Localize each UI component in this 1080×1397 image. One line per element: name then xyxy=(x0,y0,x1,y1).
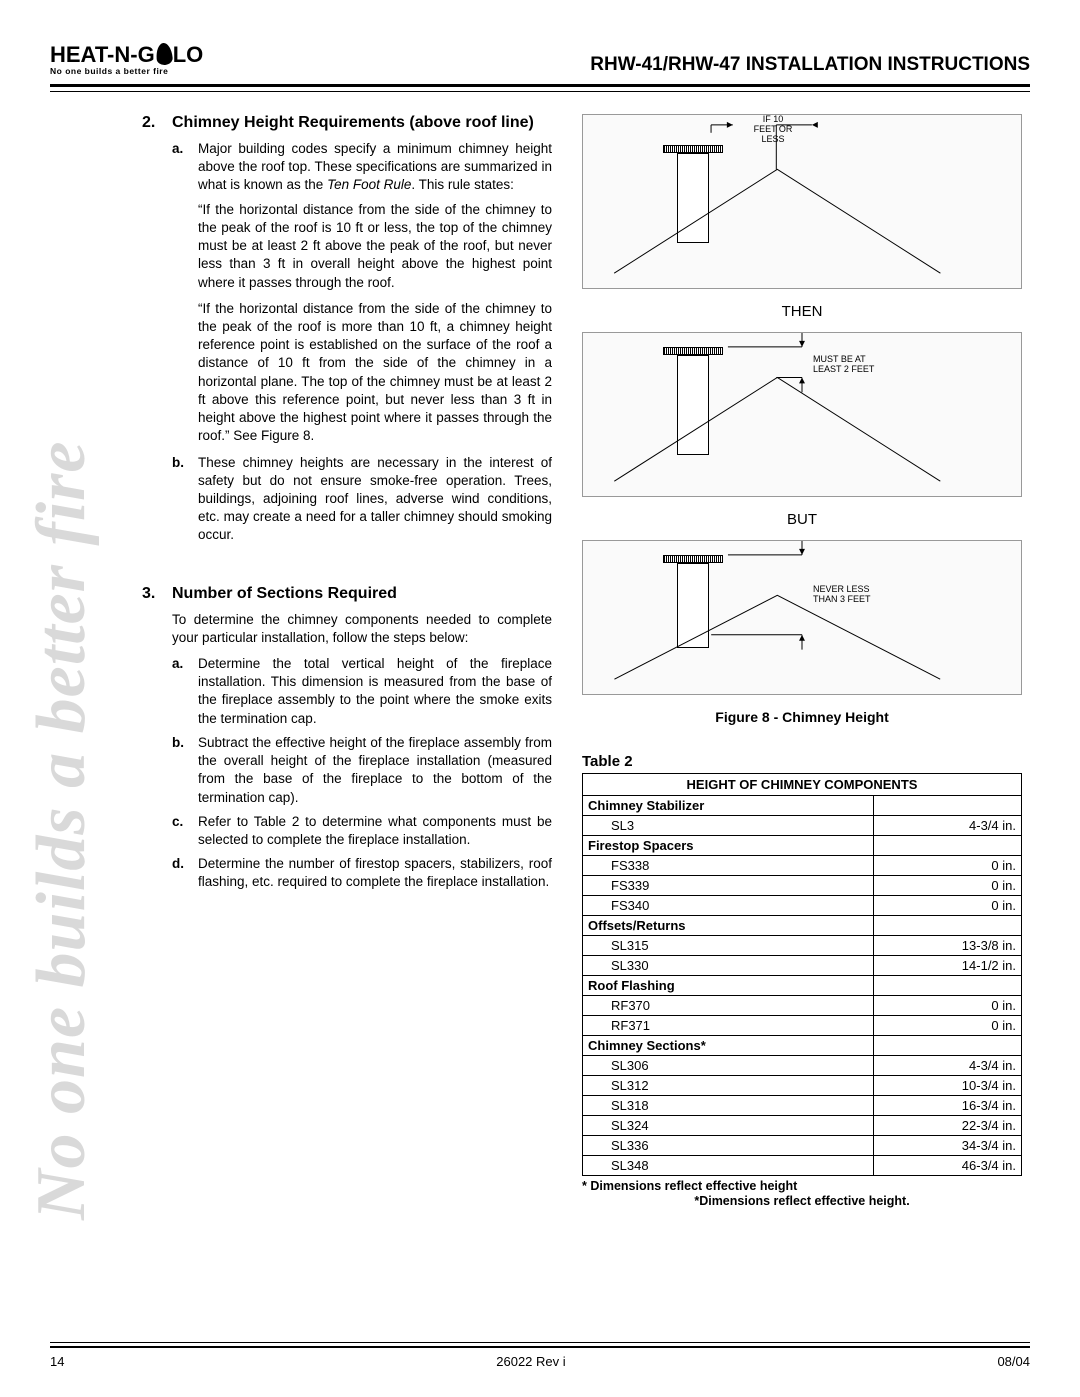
table-category: Firestop Spacers xyxy=(583,836,874,856)
section3-item-0: a.Determine the total vertical height of… xyxy=(172,655,552,728)
section3-title: Number of Sections Required xyxy=(172,585,397,603)
section2-heading: 2. Chimney Height Requirements (above ro… xyxy=(142,114,552,132)
quote-1: “If the horizontal distance from the sid… xyxy=(172,201,552,292)
logo: HEAT-N-GLO No one builds a better fire xyxy=(50,40,203,76)
figure-panel-1: IF 10 FEET OR LESS xyxy=(582,114,1022,289)
fig-then: THEN xyxy=(582,303,1022,320)
table-category: Chimney Stabilizer xyxy=(583,796,874,816)
table-row: SL3064-3/4 in. xyxy=(583,1056,1022,1076)
fig-but: BUT xyxy=(582,511,1022,528)
table-category: Chimney Sections* xyxy=(583,1036,874,1056)
rule-heavy xyxy=(50,84,1030,87)
footer: 14 26022 Rev i 08/04 xyxy=(50,1342,1030,1369)
flame-icon xyxy=(155,42,173,65)
table-row: SL31816-3/4 in. xyxy=(583,1096,1022,1116)
left-column: 2. Chimney Height Requirements (above ro… xyxy=(142,114,552,1208)
right-column: IF 10 FEET OR LESS THEN MUST BE AT LEAST… xyxy=(582,114,1022,1208)
table-row: FS3390 in. xyxy=(583,876,1022,896)
logo-text-2: LO xyxy=(173,42,204,67)
section2-title: Chimney Height Requirements (above roof … xyxy=(172,114,534,132)
figure-panel-3: NEVER LESS THAN 3 FEET xyxy=(582,540,1022,695)
table-title: Table 2 xyxy=(582,753,1022,770)
table-row: FS3400 in. xyxy=(583,896,1022,916)
header: HEAT-N-GLO No one builds a better fire R… xyxy=(50,40,1030,76)
table-category: Offsets/Returns xyxy=(583,916,874,936)
section3-num: 3. xyxy=(142,585,172,603)
section2-num: 2. xyxy=(142,114,172,132)
section2-item-a: a. Major building codes specify a minimu… xyxy=(172,140,552,195)
table-row: RF3710 in. xyxy=(583,1016,1022,1036)
content: 2. Chimney Height Requirements (above ro… xyxy=(142,114,1030,1208)
table-footnote: * Dimensions reflect effective height xyxy=(582,1179,1022,1193)
table-row: SL33634-3/4 in. xyxy=(583,1136,1022,1156)
section3-item-2: c.Refer to Table 2 to determine what com… xyxy=(172,813,552,849)
table-row: FS3380 in. xyxy=(583,856,1022,876)
table-row: SL34-3/4 in. xyxy=(583,816,1022,836)
rule-light xyxy=(50,91,1030,92)
table-row: SL31210-3/4 in. xyxy=(583,1076,1022,1096)
section3-intro: To determine the chimney components need… xyxy=(142,611,552,647)
components-table: HEIGHT OF CHIMNEY COMPONENTS Chimney Sta… xyxy=(582,773,1022,1176)
section3-item-1: b.Subtract the effective height of the f… xyxy=(172,734,552,807)
fig-label-if: IF 10 FEET OR LESS xyxy=(738,115,808,145)
figure-caption: Figure 8 - Chimney Height xyxy=(582,709,1022,725)
table-row: SL31513-3/8 in. xyxy=(583,936,1022,956)
doc-title: RHW-41/RHW-47 INSTALLATION INSTRUCTIONS xyxy=(590,54,1030,76)
table-row: SL32422-3/4 in. xyxy=(583,1116,1022,1136)
quote-2: “If the horizontal distance from the sid… xyxy=(172,300,552,446)
section3-item-3: d.Determine the number of firestop space… xyxy=(172,855,552,891)
watermark: No one builds a better fire xyxy=(22,441,102,1220)
figure-panel-2: MUST BE AT LEAST 2 FEET xyxy=(582,332,1022,497)
table-category: Roof Flashing xyxy=(583,976,874,996)
table-row: RF3700 in. xyxy=(583,996,1022,1016)
fig-label-never: NEVER LESS THAN 3 FEET xyxy=(813,585,903,605)
footer-docid: 26022 Rev i xyxy=(496,1354,565,1369)
fig-label-must: MUST BE AT LEAST 2 FEET xyxy=(813,355,903,375)
table-row: SL34846-3/4 in. xyxy=(583,1156,1022,1176)
section3-heading: 3. Number of Sections Required xyxy=(142,585,552,603)
logo-text-1: HEAT-N-G xyxy=(50,42,155,67)
table-header: HEIGHT OF CHIMNEY COMPONENTS xyxy=(583,774,1022,796)
roof-svg-3 xyxy=(583,541,1021,694)
footer-page: 14 xyxy=(50,1354,64,1369)
table-footnote-2: *Dimensions reflect effective height. xyxy=(582,1194,1022,1208)
table-row: SL33014-1/2 in. xyxy=(583,956,1022,976)
roof-svg-2 xyxy=(583,333,1021,496)
section2-item-b: b. These chimney heights are necessary i… xyxy=(172,454,552,545)
footer-date: 08/04 xyxy=(997,1354,1030,1369)
